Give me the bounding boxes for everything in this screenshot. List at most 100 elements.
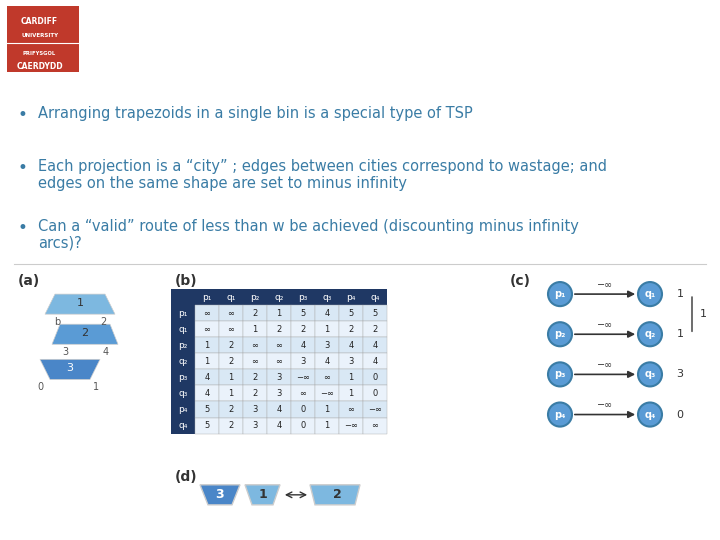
Text: p₁: p₁ [202, 293, 212, 302]
FancyBboxPatch shape [315, 369, 339, 386]
Polygon shape [200, 485, 240, 505]
Text: 0: 0 [372, 373, 377, 382]
Text: −∞: −∞ [344, 421, 358, 430]
Text: 4: 4 [300, 341, 305, 350]
Text: q₃: q₃ [323, 293, 332, 302]
Text: CARDIFF: CARDIFF [21, 17, 58, 26]
Text: ∞: ∞ [323, 373, 330, 382]
Text: UNIVERSITY: UNIVERSITY [21, 33, 58, 38]
Text: 3: 3 [252, 421, 258, 430]
Circle shape [548, 362, 572, 387]
FancyBboxPatch shape [267, 417, 291, 434]
Text: CAERDYDD: CAERDYDD [17, 62, 63, 71]
FancyBboxPatch shape [243, 338, 267, 353]
Text: 2: 2 [276, 325, 282, 334]
FancyBboxPatch shape [171, 289, 195, 305]
Text: ∞: ∞ [276, 357, 282, 366]
Text: ∞: ∞ [251, 357, 258, 366]
FancyBboxPatch shape [171, 321, 195, 338]
Text: 1: 1 [348, 389, 354, 398]
FancyBboxPatch shape [195, 321, 219, 338]
Text: ∞: ∞ [372, 421, 379, 430]
FancyBboxPatch shape [219, 305, 243, 321]
Text: 2: 2 [228, 357, 233, 366]
FancyBboxPatch shape [195, 402, 219, 417]
Text: arcs)?: arcs)? [38, 236, 82, 251]
FancyBboxPatch shape [363, 338, 387, 353]
Text: 1: 1 [204, 341, 210, 350]
Text: 4: 4 [348, 341, 354, 350]
Circle shape [638, 402, 662, 427]
Text: q₂: q₂ [274, 293, 284, 302]
Text: (b): (b) [175, 274, 197, 288]
Text: p₃: p₃ [298, 293, 307, 302]
Polygon shape [40, 359, 100, 380]
Text: 4: 4 [276, 405, 282, 414]
Text: ∞: ∞ [251, 341, 258, 350]
Text: b: b [54, 317, 60, 327]
Text: 2: 2 [253, 389, 258, 398]
Text: q₂: q₂ [644, 329, 656, 339]
Text: 4: 4 [325, 309, 330, 318]
FancyBboxPatch shape [171, 417, 195, 434]
Circle shape [548, 282, 572, 306]
Text: −∞: −∞ [368, 405, 382, 414]
Text: 1: 1 [228, 389, 233, 398]
Circle shape [638, 322, 662, 346]
Text: ∞: ∞ [300, 389, 307, 398]
Text: ∞: ∞ [348, 405, 354, 414]
Text: Each projection is a “city” ; edges between cities correspond to wastage; and: Each projection is a “city” ; edges betw… [38, 159, 607, 173]
Text: 5: 5 [348, 309, 354, 318]
FancyBboxPatch shape [267, 305, 291, 321]
Text: −∞: −∞ [296, 373, 310, 382]
FancyBboxPatch shape [339, 353, 363, 369]
Text: 1: 1 [204, 357, 210, 366]
Text: p₃: p₃ [179, 373, 188, 382]
FancyBboxPatch shape [315, 386, 339, 402]
FancyBboxPatch shape [363, 353, 387, 369]
FancyBboxPatch shape [291, 369, 315, 386]
Text: 5: 5 [372, 309, 377, 318]
Text: 0: 0 [37, 382, 43, 393]
FancyBboxPatch shape [219, 321, 243, 338]
Text: 3: 3 [252, 405, 258, 414]
FancyBboxPatch shape [7, 6, 79, 72]
Text: (d): (d) [175, 470, 197, 484]
Text: 2: 2 [348, 325, 354, 334]
Circle shape [548, 322, 572, 346]
FancyBboxPatch shape [243, 386, 267, 402]
Text: ∞: ∞ [204, 325, 210, 334]
FancyBboxPatch shape [315, 321, 339, 338]
FancyBboxPatch shape [243, 417, 267, 434]
FancyBboxPatch shape [315, 417, 339, 434]
FancyBboxPatch shape [315, 305, 339, 321]
Text: 2: 2 [253, 373, 258, 382]
Text: 1: 1 [228, 373, 233, 382]
Text: p₃: p₃ [554, 369, 566, 380]
Text: (a): (a) [18, 274, 40, 288]
FancyBboxPatch shape [267, 321, 291, 338]
FancyBboxPatch shape [363, 321, 387, 338]
FancyBboxPatch shape [363, 402, 387, 417]
FancyBboxPatch shape [195, 338, 219, 353]
FancyBboxPatch shape [243, 369, 267, 386]
Text: −∞: −∞ [597, 360, 613, 370]
Text: p₁: p₁ [554, 289, 566, 299]
Text: 1: 1 [258, 488, 267, 501]
Text: 2: 2 [228, 341, 233, 350]
Text: p₄: p₄ [346, 293, 356, 302]
Text: 0: 0 [677, 409, 683, 420]
Text: −∞: −∞ [597, 280, 613, 290]
Text: 1: 1 [93, 382, 99, 393]
Text: 1: 1 [677, 289, 683, 299]
FancyBboxPatch shape [219, 402, 243, 417]
Text: •: • [18, 219, 28, 237]
Text: 4: 4 [204, 373, 210, 382]
FancyBboxPatch shape [219, 386, 243, 402]
FancyBboxPatch shape [339, 417, 363, 434]
Text: 4: 4 [103, 347, 109, 357]
Text: q₃: q₃ [644, 369, 656, 380]
FancyBboxPatch shape [195, 369, 219, 386]
Text: ∞: ∞ [228, 309, 235, 318]
Text: p₁: p₁ [179, 309, 188, 318]
